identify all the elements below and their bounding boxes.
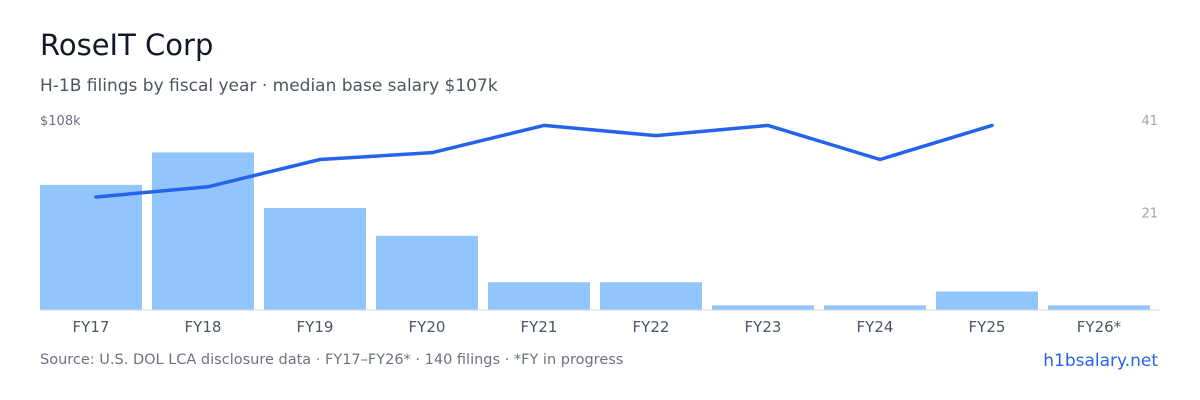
bar-fy18 (152, 152, 254, 310)
x-tick-label: FY21 (521, 318, 558, 336)
right-axis-ticks: 41 21 (1141, 114, 1158, 222)
x-tick-label: FY26* (1077, 318, 1122, 336)
chart-title: RoseIT Corp (40, 28, 214, 62)
x-tick-label: FY24 (857, 318, 894, 336)
x-tick-label: FY23 (745, 318, 782, 336)
bar-series (40, 152, 1150, 310)
bar-fy19 (264, 208, 366, 310)
bar-fy21 (488, 282, 590, 310)
site-link[interactable]: h1bsalary.net (1043, 351, 1158, 371)
x-tick-label: FY17 (73, 318, 110, 336)
x-tick-label: FY25 (969, 318, 1006, 336)
salary-line-series (94, 123, 994, 199)
x-tick-label: FY18 (185, 318, 222, 336)
right-axis-tick-label: 21 (1141, 207, 1158, 222)
bar-fy17 (40, 184, 142, 310)
x-tick-label: FY20 (409, 318, 446, 336)
x-tick-label: FY19 (297, 318, 334, 336)
left-axis-top-label: $108k (40, 114, 81, 129)
right-axis-tick-label: 41 (1141, 114, 1158, 129)
bar-fy24 (824, 305, 926, 310)
bar-fy25 (936, 291, 1038, 310)
source-note: Source: U.S. DOL LCA disclosure data · F… (40, 352, 624, 368)
chart-subtitle: H-1B filings by fiscal year · median bas… (40, 76, 498, 96)
bar-fy26-partial (1048, 305, 1150, 310)
bar-fy20 (376, 235, 478, 310)
x-axis-labels: FY17 FY18 FY19 FY20 FY21 FY22 FY23 FY24 FY25 FY26… (73, 318, 1122, 336)
bar-fy23 (712, 305, 814, 310)
x-tick-label: FY22 (633, 318, 670, 336)
bar-fy22 (600, 282, 702, 310)
